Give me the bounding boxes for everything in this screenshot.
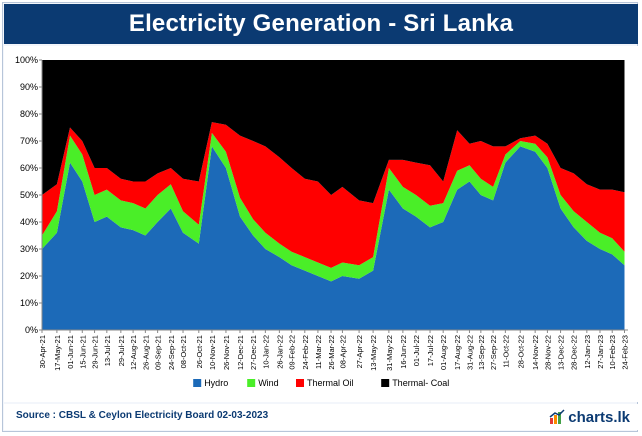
x-tick-label: 17-Aug-22 (453, 335, 462, 370)
x-tick-label: 10-Jan-22 (261, 335, 270, 369)
y-tick-label: 0% (25, 325, 38, 335)
y-tick-label: 90% (20, 82, 38, 92)
x-tick-label: 12-Aug-21 (129, 335, 138, 370)
series-area-wind (42, 132, 625, 282)
x-tick-label: 26-Aug-21 (141, 335, 150, 370)
x-tick-label: 09-Sep-21 (154, 335, 163, 370)
legend-label: Thermal- Coal (392, 378, 449, 388)
x-tick-label: 13-May-22 (369, 335, 378, 371)
x-tick-label: 27-Dec-21 (249, 335, 258, 370)
chart-svg: 0% 10% 20% 30% 40% 50% 60% 70% 80% 90% 100% 30-Apr… (15, 55, 630, 388)
y-tick-label: 40% (20, 217, 38, 227)
x-tick-label: 17-May-21 (53, 335, 62, 371)
x-tick-label: 24-Feb-22 (301, 335, 310, 370)
y-tick-label: 30% (20, 244, 38, 254)
legend-label: Wind (258, 378, 279, 388)
x-axis: 30-Apr-21 17-May-21 01-Jun-21 15-Jun-21 29-J… (38, 329, 629, 371)
series-area-hydro (42, 146, 625, 330)
x-tick-label: 27-Jan-23 (596, 335, 605, 369)
x-tick-label: 11-Mar-22 (314, 335, 323, 369)
x-tick-label: 01-Jun-21 (66, 335, 75, 369)
x-tick-label: 26-Mar-22 (327, 335, 336, 370)
x-tick-label: 24-Feb-23 (620, 335, 629, 370)
x-tick-label: 17-Jul-22 (426, 335, 435, 366)
x-tick-label: 10-Feb-23 (608, 335, 617, 370)
y-tick-label: 20% (20, 271, 38, 281)
x-tick-label: 30-Apr-21 (38, 335, 47, 368)
legend-item-thermal-oil: Thermal Oil (296, 378, 354, 388)
brand-name: charts.lk (568, 408, 630, 426)
x-tick-label: 28-Dec-22 (570, 335, 579, 370)
x-tick-label: 14-Nov-22 (531, 335, 540, 370)
y-tick-label: 60% (20, 163, 38, 173)
legend-swatch (381, 379, 390, 387)
source-text: Source : CBSL & Ceylon Electricity Board… (16, 410, 269, 421)
x-tick-label: 12-Dec-21 (236, 335, 245, 370)
x-tick-label: 10-Nov-21 (208, 335, 217, 370)
x-tick-label: 01-Jul-22 (412, 335, 421, 366)
x-tick-label: 16-Jun-22 (399, 335, 408, 369)
y-tick-label: 80% (20, 109, 38, 119)
legend-swatch (296, 379, 304, 387)
series-area-thermal-coal (42, 60, 625, 204)
x-tick-label: 09-Feb-22 (288, 335, 297, 370)
x-tick-label: 28-Oct-22 (516, 335, 525, 368)
chart-logo-icon (549, 409, 565, 424)
legend-item-hydro: Hydro (193, 378, 228, 388)
brand-logo: charts.lk (549, 406, 630, 428)
series-area-thermal-oil (42, 122, 625, 268)
x-tick-label: 01-Aug-22 (439, 335, 448, 370)
x-tick-label: 13-Dec-22 (557, 335, 566, 370)
x-tick-label: 13-Sep-22 (477, 335, 486, 370)
legend-swatch (247, 379, 256, 387)
legend-item-thermal-coal: Thermal- Coal (381, 378, 449, 388)
legend-label: Thermal Oil (307, 378, 354, 388)
x-tick-label: 29-Jun-21 (91, 335, 100, 369)
y-tick-label: 10% (20, 298, 38, 308)
x-tick-label: 26-Jan-22 (275, 335, 284, 369)
y-tick-label: 70% (20, 136, 38, 146)
chart-title: Electricity Generation - Sri Lanka (128, 10, 514, 37)
x-tick-label: 08-Apr-22 (338, 335, 347, 368)
title-bar: Electricity Generation - Sri Lanka (4, 4, 638, 44)
x-tick-label: 31-Aug-22 (465, 335, 474, 370)
legend-label: Hydro (204, 378, 228, 388)
x-tick-label: 26-Nov-21 (222, 335, 231, 370)
x-tick-label: 08-Oct-21 (179, 335, 188, 368)
y-tick-label: 100% (15, 55, 38, 65)
chart-area: 0% 10% 20% 30% 40% 50% 60% 70% 80% 90% 100% 30-Apr… (4, 46, 638, 402)
x-tick-label: 11-Oct-22 (501, 335, 510, 368)
x-tick-label: 27-Sep-22 (489, 335, 498, 370)
x-tick-label: 29-Jul-21 (117, 335, 126, 366)
x-tick-label: 26-Oct-21 (195, 335, 204, 368)
footer: Source : CBSL & Ceylon Electricity Board… (4, 404, 638, 430)
x-tick-label: 24-Sep-21 (167, 335, 176, 370)
y-axis: 0% 10% 20% 30% 40% 50% 60% 70% 80% 90% 100% (15, 55, 43, 335)
plot-layer (42, 60, 628, 330)
y-tick-label: 50% (20, 190, 38, 200)
legend-swatch (193, 379, 202, 387)
x-tick-label: 28-Nov-22 (543, 335, 552, 370)
x-tick-label: 13-Jul-21 (103, 335, 112, 366)
x-tick-label: 27-Apr-22 (355, 335, 364, 368)
legend: Hydro Wind Thermal Oil Thermal- Coal (193, 378, 449, 388)
legend-item-wind: Wind (247, 378, 279, 388)
x-tick-label: 15-Jun-21 (78, 335, 87, 369)
x-tick-label: 31-May-22 (385, 335, 394, 371)
x-tick-label: 12-Jan-23 (583, 335, 592, 369)
